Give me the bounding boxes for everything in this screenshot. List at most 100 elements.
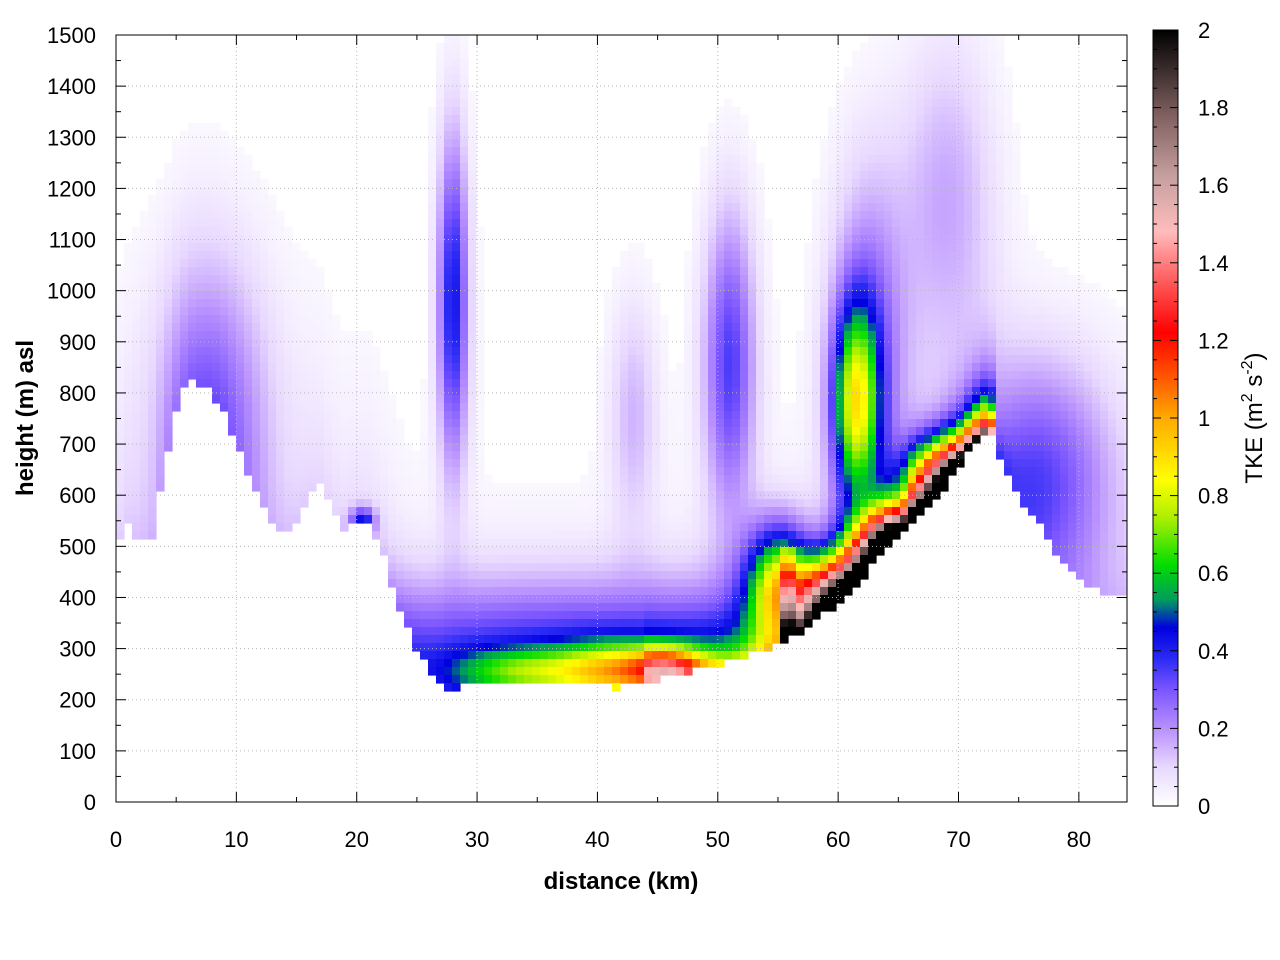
tke-cell <box>220 363 229 372</box>
tke-cell <box>908 211 917 220</box>
tke-cell <box>996 331 1005 340</box>
tke-cell <box>876 499 885 508</box>
tke-cell <box>340 339 349 348</box>
tke-cell <box>844 331 853 340</box>
tke-cell <box>780 411 789 420</box>
tke-cell <box>212 315 221 324</box>
tke-cell <box>876 123 885 132</box>
tke-cell <box>740 555 749 564</box>
tke-cell <box>796 443 805 452</box>
tke-cell <box>860 435 869 444</box>
tke-cell <box>524 611 533 620</box>
tke-cell <box>748 643 757 652</box>
tke-cell <box>804 595 813 604</box>
tke-cell <box>220 131 229 140</box>
tke-cell <box>284 419 293 428</box>
tke-cell <box>428 659 437 668</box>
tke-cell <box>452 131 461 140</box>
tke-cell <box>940 139 949 148</box>
tke-cell <box>764 331 773 340</box>
tke-cell <box>276 419 285 428</box>
tke-cell <box>316 395 325 404</box>
tke-cell <box>620 571 629 580</box>
tke-cell <box>228 283 237 292</box>
tke-cell <box>636 659 645 668</box>
tke-cell <box>660 467 669 476</box>
tke-cell <box>708 451 717 460</box>
tke-cell <box>772 595 781 604</box>
tke-cell <box>252 395 261 404</box>
tke-cell <box>316 435 325 444</box>
tke-cell <box>164 251 173 260</box>
tke-cell <box>436 627 445 636</box>
tke-cell <box>508 547 517 556</box>
tke-cell <box>348 443 357 452</box>
tke-cell <box>388 451 397 460</box>
tke-cell <box>708 387 717 396</box>
tke-cell <box>708 427 717 436</box>
tke-cell <box>748 387 757 396</box>
tke-cell <box>988 243 997 252</box>
tke-cell <box>764 571 773 580</box>
tke-cell <box>868 339 877 348</box>
tke-cell <box>284 283 293 292</box>
tke-cell <box>788 475 797 484</box>
tke-cell <box>508 667 517 676</box>
tke-cell <box>708 147 717 156</box>
tke-cell <box>868 347 877 356</box>
tke-cell <box>428 531 437 540</box>
tke-cell <box>652 579 661 588</box>
tke-cell <box>796 611 805 620</box>
tke-cell <box>188 155 197 164</box>
tke-cell <box>988 379 997 388</box>
tke-cell <box>948 107 957 116</box>
tke-cell <box>660 459 669 468</box>
tke-cell <box>964 291 973 300</box>
tke-cell <box>452 403 461 412</box>
tke-cell <box>628 475 637 484</box>
tke-cell <box>508 587 517 596</box>
tke-cell <box>332 507 341 516</box>
tke-cell <box>284 291 293 300</box>
tke-cell <box>956 355 965 364</box>
tke-cell <box>772 531 781 540</box>
tke-cell <box>716 603 725 612</box>
tke-cell <box>212 307 221 316</box>
tke-cell <box>428 651 437 660</box>
tke-cell <box>740 579 749 588</box>
tke-cell <box>436 227 445 236</box>
tke-cell <box>852 139 861 148</box>
tke-cell <box>660 331 669 340</box>
tke-cell <box>932 219 941 228</box>
tke-cell <box>748 395 757 404</box>
tke-cell <box>372 467 381 476</box>
tke-cell <box>404 483 413 492</box>
tke-cell <box>548 499 557 508</box>
tke-cell <box>604 531 613 540</box>
tke-cell <box>860 323 869 332</box>
tke-cell <box>460 91 469 100</box>
tke-cell <box>740 627 749 636</box>
tke-cell <box>452 459 461 468</box>
tke-cell <box>396 499 405 508</box>
tke-cell <box>724 123 733 132</box>
tke-cell <box>236 187 245 196</box>
tke-cell <box>532 603 541 612</box>
tke-cell <box>164 387 173 396</box>
tke-cell <box>276 387 285 396</box>
tke-cell <box>892 179 901 188</box>
tke-cell <box>916 315 925 324</box>
tke-cell <box>996 283 1005 292</box>
tke-cell <box>988 251 997 260</box>
tke-cell <box>876 283 885 292</box>
tke-cell <box>972 347 981 356</box>
tke-cell <box>908 427 917 436</box>
tke-cell <box>892 411 901 420</box>
tke-cell <box>460 163 469 172</box>
tke-cell <box>332 339 341 348</box>
tke-cell <box>660 659 669 668</box>
tke-cell <box>908 67 917 76</box>
tke-cell <box>124 475 133 484</box>
tke-cell <box>236 155 245 164</box>
tke-cell <box>812 219 821 228</box>
